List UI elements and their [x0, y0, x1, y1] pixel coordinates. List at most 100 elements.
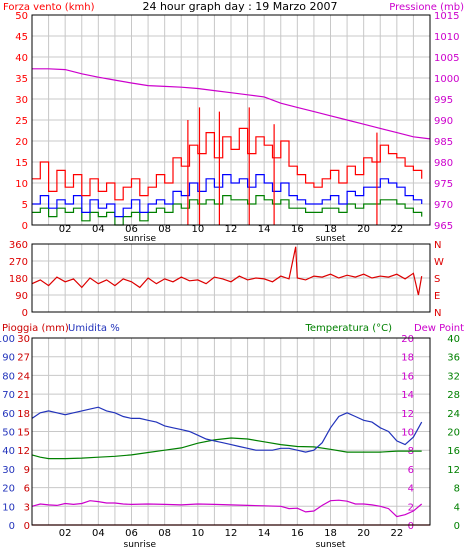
humidity-y-tick-label: 70 [2, 390, 15, 401]
direction-compass-label: S [434, 274, 440, 285]
rain-y-tick-label: 21 [17, 390, 30, 401]
humidity-y-tick-label: 100 [0, 334, 15, 345]
temperature-y-tick-label: 0 [454, 521, 460, 532]
humidity-y-tick-label: 50 [2, 428, 15, 439]
dewpoint-y-tick-label: 0 [408, 521, 414, 532]
wind-y-tick-label: 40 [15, 53, 28, 64]
temperature-y-tick-label: 12 [447, 465, 460, 476]
pressure-y-tick-label: 975 [434, 179, 453, 190]
humidity-axis-label: Umidita % [68, 323, 120, 334]
rain-x-tick-label: 16 [291, 528, 304, 539]
wind-pressure-panel: 0510152025303540455096597097598098599099… [3, 2, 464, 244]
direction-series [31, 246, 423, 296]
wind-y-tick-label: 20 [15, 137, 28, 148]
pressure-y-tick-label: 985 [434, 137, 453, 148]
dewpoint-y-tick-label: 10 [401, 428, 414, 439]
wind-x-tick-label: 08 [158, 224, 171, 235]
humidity-y-tick-label: 0 [9, 521, 15, 532]
dewpoint-axis-label: Dew Point [414, 323, 464, 334]
dewpoint-y-tick-label: 14 [401, 390, 414, 401]
wind-y-tick-label: 5 [22, 200, 28, 211]
rain-y-tick-label: 30 [17, 334, 30, 345]
wind-y-tick-label: 35 [15, 74, 28, 85]
rain-y-tick-label: 24 [17, 371, 30, 382]
wind-x-tick-label: 10 [191, 224, 204, 235]
pressure-y-tick-label: 1000 [434, 74, 459, 85]
wind-y-tick-label: 45 [15, 32, 28, 43]
rain-x-tick-label: 18 [324, 528, 337, 539]
wind-y-tick-label: 15 [15, 158, 28, 169]
direction-compass-label: N [434, 308, 441, 319]
chart-title: 24 hour graph day : 19 Marzo 2007 [142, 0, 337, 13]
temperature-y-tick-label: 8 [454, 484, 460, 495]
direction-y-tick-label: 270 [9, 257, 28, 268]
temperature-y-tick-label: 16 [447, 446, 460, 457]
rain-axis-label: Pioggia (mm) [2, 323, 69, 334]
pressure-y-tick-label: 1005 [434, 53, 459, 64]
temperature-y-tick-label: 20 [447, 428, 460, 439]
wind-frame [31, 14, 431, 226]
temperature-y-tick-label: 32 [447, 371, 460, 382]
pressure-axis-label: Pressione (mb) [389, 2, 464, 13]
temperature-y-tick-label: 28 [447, 390, 460, 401]
humidity-y-tick-label: 60 [2, 409, 15, 420]
wind-x-tick-label: 04 [92, 224, 105, 235]
rain-y-tick-label: 6 [24, 484, 30, 495]
rain-y-tick-label: 27 [17, 353, 30, 364]
temperature-y-tick-label: 24 [447, 409, 460, 420]
humidity-y-tick-label: 10 [2, 502, 15, 513]
wind-y-tick-label: 0 [22, 221, 28, 232]
dewpoint-series [31, 499, 423, 518]
humidity-y-tick-label: 40 [2, 446, 15, 457]
direction-compass-label: N [434, 240, 441, 251]
wind-x-tick-label: 20 [357, 224, 370, 235]
direction-y-tick-label: 90 [15, 291, 28, 302]
pressure-y-tick-label: 970 [434, 200, 453, 211]
sunset-label-bottom: sunset [316, 540, 346, 550]
direction-y-tick-label: 360 [9, 240, 28, 251]
sunset-label: sunset [316, 234, 346, 244]
dewpoint-y-tick-label: 20 [401, 334, 414, 345]
direction-frame [31, 243, 431, 313]
wind-y-tick-label: 30 [15, 95, 28, 106]
temperature-axis-label: Temperatura (°C) [304, 323, 392, 334]
pressure-series [32, 68, 431, 140]
rain-x-tick-label: 20 [357, 528, 370, 539]
direction-y-tick-label: 0 [22, 308, 28, 319]
dewpoint-y-tick-label: 16 [401, 371, 414, 382]
wind-x-tick-label: 02 [59, 224, 72, 235]
rain-y-tick-label: 9 [24, 465, 30, 476]
rain-humidity-temperature-panel: 02 04 06 08 10 12 14 16 18 20 220 0 0 010 3 2 420 6 4 830 9 6… [0, 323, 464, 550]
rain-y-tick-label: 0 [24, 521, 30, 532]
pressure-y-tick-label: 1010 [434, 32, 459, 43]
rain-x-tick-label: 04 [92, 528, 105, 539]
sunrise-label: sunrise [124, 234, 157, 244]
rain-x-tick-label: 08 [158, 528, 171, 539]
temperature-y-tick-label: 4 [454, 502, 460, 513]
dewpoint-y-tick-label: 4 [408, 484, 414, 495]
wind-axis-label: Forza vento (kmh) [3, 2, 95, 13]
rain-x-tick-label: 10 [191, 528, 204, 539]
direction-y-tick-label: 180 [9, 274, 28, 285]
dewpoint-y-tick-label: 12 [401, 409, 414, 420]
pressure-y-tick-label: 990 [434, 116, 453, 127]
rain-frame [31, 337, 431, 526]
rain-y-tick-label: 15 [17, 428, 30, 439]
wind-x-tick-label: 06 [125, 224, 138, 235]
wind-speed-series [32, 174, 423, 218]
pressure-y-tick-label: 965 [434, 221, 453, 232]
rain-y-tick-label: 18 [17, 409, 30, 420]
rain-x-tick-label: 14 [258, 528, 271, 539]
humidity-y-tick-label: 20 [2, 484, 15, 495]
dewpoint-y-tick-label: 18 [401, 353, 414, 364]
wind-x-tick-label: 22 [390, 224, 403, 235]
wind-y-tick-label: 25 [15, 116, 28, 127]
pressure-y-tick-label: 1015 [434, 11, 459, 22]
temperature-y-tick-label: 36 [447, 353, 460, 364]
wind-avg-series [32, 195, 423, 226]
humidity-y-tick-label: 30 [2, 465, 15, 476]
wind-x-tick-label: 18 [324, 224, 337, 235]
dewpoint-y-tick-label: 6 [408, 465, 414, 476]
temperature-series [31, 437, 422, 460]
